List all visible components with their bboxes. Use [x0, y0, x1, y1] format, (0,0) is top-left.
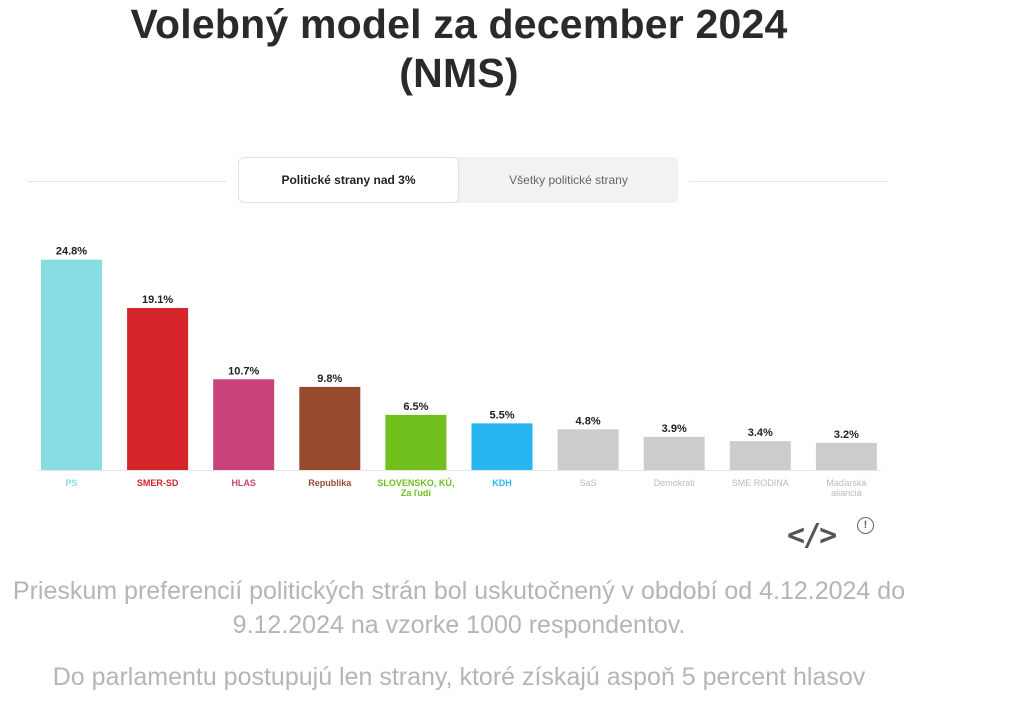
value-label-4: 6.5% [403, 401, 428, 413]
category-label-3: Republika [308, 478, 352, 488]
category-label-9-line-1: aliancia [831, 488, 862, 498]
bar-0[interactable] [41, 259, 102, 470]
value-label-7: 3.9% [662, 423, 687, 435]
survey-note: Prieskum preferencií politických strán b… [12, 577, 906, 639]
tab-parties-above-3-percent[interactable]: Politické strany nad 3% [238, 157, 459, 203]
info-icon[interactable]: ! [857, 517, 874, 534]
threshold-note: Do parlamentu postupujú len strany, ktor… [52, 663, 866, 691]
bar-chart: 24.8% PS 19.1% SMER-SD 10.7% HLAS 9.8% Republik… [37, 246, 881, 498]
bar-5[interactable] [471, 423, 533, 470]
category-label-1: SMER-SD [137, 478, 179, 488]
tabs-divider-right [690, 181, 888, 182]
bar-8[interactable] [729, 441, 791, 470]
category-label-4-line-1: Za ľudí [401, 488, 431, 498]
category-label-4-line-0: SLOVENSKO, KÚ, [377, 477, 454, 488]
value-label-1: 19.1% [142, 294, 173, 306]
bar-2[interactable] [213, 379, 275, 470]
bar-4[interactable] [385, 414, 447, 470]
bar-7[interactable] [643, 436, 705, 470]
tabs-divider-left [28, 181, 226, 182]
value-label-0: 24.8% [56, 246, 87, 258]
value-label-5: 5.5% [489, 409, 514, 421]
category-label-0: PS [65, 478, 77, 488]
party-filter-tabs: Politické strany nad 3% Všetky politické… [238, 157, 678, 203]
category-label-8: SME RODINA [732, 478, 789, 488]
category-label-2: HLAS [231, 478, 256, 488]
category-label-7: Demokrati [654, 478, 695, 488]
value-label-6: 4.8% [576, 415, 601, 427]
bar-1[interactable] [127, 308, 189, 470]
value-label-2: 10.7% [228, 365, 259, 377]
category-label-9-line-0: Maďarská [826, 478, 866, 488]
bar-9[interactable] [815, 442, 877, 470]
tab-all-parties[interactable]: Všetky politické strany [509, 173, 628, 187]
value-label-3: 9.8% [317, 373, 342, 385]
value-label-8: 3.4% [748, 427, 773, 439]
category-label-6: SaS [580, 478, 597, 488]
chart-title: Volebný model za december 2024 (NMS) [0, 0, 918, 98]
chart-title-line-2: (NMS) [399, 50, 519, 96]
category-label-5: KDH [492, 478, 512, 488]
bar-3[interactable] [299, 386, 361, 470]
chart-title-line-1: Volebný model za december 2024 [130, 1, 788, 47]
bar-6[interactable] [557, 429, 619, 470]
value-label-9: 3.2% [834, 429, 859, 441]
code-embed-icon[interactable]: </> [787, 518, 837, 553]
